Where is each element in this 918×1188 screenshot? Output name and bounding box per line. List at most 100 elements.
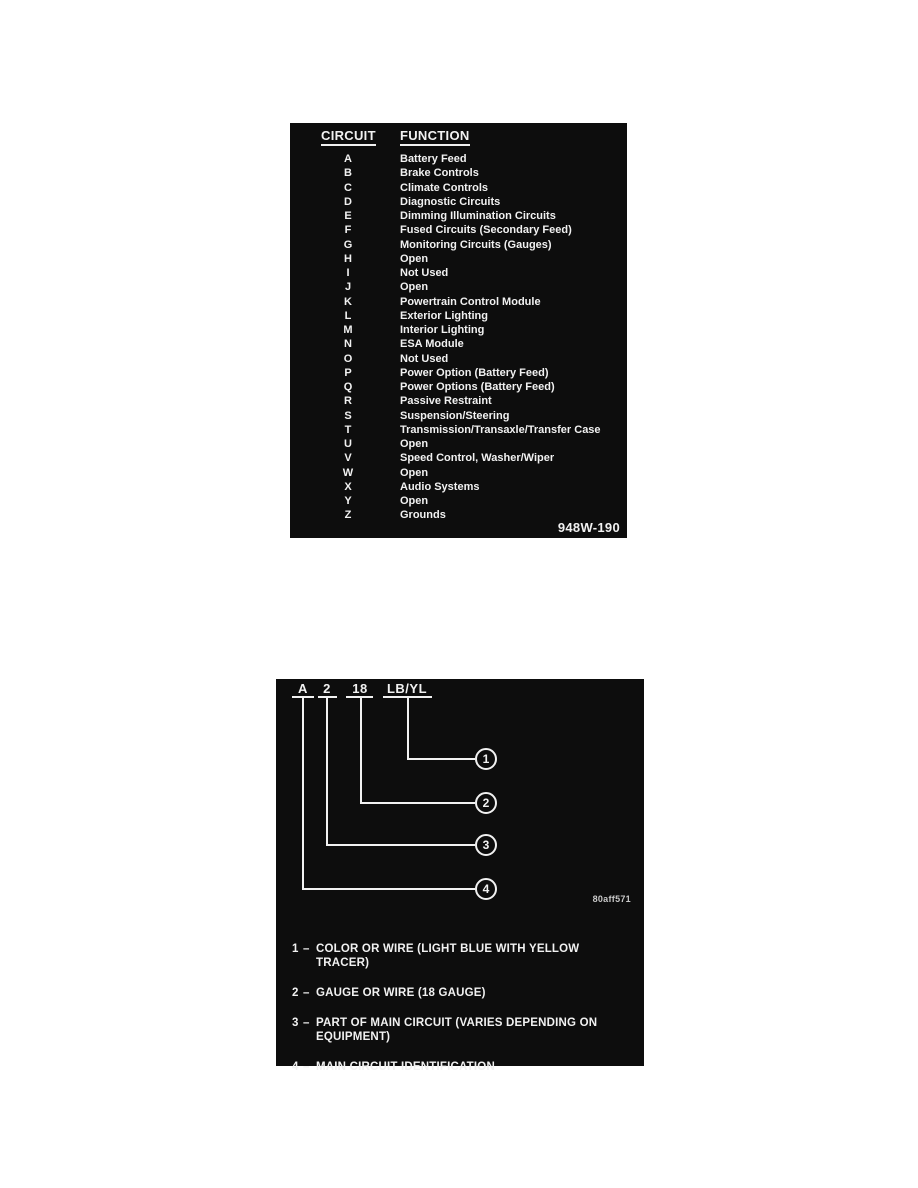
- legend-dash: –: [303, 1061, 310, 1073]
- circuit-letter: D: [344, 195, 352, 208]
- circuit-letter: U: [344, 438, 352, 450]
- circuit-function: Interior Lighting: [400, 324, 485, 336]
- circuit-letter: O: [343, 352, 353, 365]
- circuit-letter: T: [344, 423, 352, 436]
- circuit-letter: K: [344, 295, 352, 308]
- table-row: W Open: [290, 466, 627, 480]
- callout-circle-1: [475, 748, 497, 770]
- table-row: N ESA Module: [290, 337, 627, 351]
- table-row: K Powertrain Control Module: [290, 295, 627, 309]
- circuit-function: Not Used: [400, 267, 449, 279]
- circuit-function: Passive Restraint: [400, 395, 492, 408]
- table-row: U Open: [290, 437, 627, 451]
- circuit-function-table-panel: CIRCUIT FUNCTION A Battery Feed B Brake …: [290, 123, 627, 538]
- circuit-function: Open: [400, 438, 429, 450]
- table-row: S Suspension/Steering: [290, 409, 627, 423]
- callout-number-3: 3: [483, 838, 490, 852]
- legend-text: MAIN CIRCUIT IDENTIFICATION: [316, 1061, 495, 1073]
- diagram-legend: 1 – COLOR OR WIRE (LIGHT BLUE WITH YELLO…: [292, 942, 628, 1090]
- circuit-function: Powertrain Control Module: [400, 295, 541, 308]
- circuit-letter: W: [342, 466, 354, 479]
- callout-circle-4: [475, 878, 497, 900]
- circuit-function: Speed Control, Washer/Wiper: [400, 452, 555, 465]
- circuit-letter: L: [344, 309, 352, 322]
- table-row: R Passive Restraint: [290, 394, 627, 408]
- figure-code-diagram: 80aff571: [592, 894, 631, 904]
- circuit-function: Climate Controls: [400, 181, 489, 194]
- connector-color: [407, 698, 475, 760]
- table-row: A Battery Feed: [290, 152, 627, 166]
- legend-item: 1 – COLOR OR WIRE (LIGHT BLUE WITH YELLO…: [292, 942, 628, 970]
- circuit-function: Brake Controls: [400, 167, 479, 180]
- legend-item: 3 – PART OF MAIN CIRCUIT (VARIES DEPENDI…: [292, 1016, 628, 1044]
- circuit-function: Power Options (Battery Feed): [400, 381, 555, 393]
- legend-text: PART OF MAIN CIRCUIT (VARIES DEPENDING O…: [316, 1017, 598, 1043]
- circuit-function: Grounds: [400, 509, 446, 522]
- circuit-column-header: CIRCUIT: [321, 128, 376, 146]
- legend-number: 2: [292, 987, 299, 999]
- callout-circle-3: [475, 834, 497, 856]
- circuit-letter: B: [344, 167, 352, 180]
- table-row: J Open: [290, 280, 627, 294]
- legend-dash: –: [303, 1017, 310, 1029]
- circuit-function: Dimming Illumination Circuits: [400, 210, 556, 222]
- circuit-letter: V: [344, 452, 352, 465]
- diagram-callout-lines: 1 2 3 4: [292, 696, 497, 900]
- circuit-function: Power Option (Battery Feed): [400, 366, 549, 379]
- circuit-letter: Y: [344, 495, 352, 507]
- circuit-letter: J: [344, 281, 352, 294]
- circuit-function: Battery Feed: [400, 153, 467, 165]
- circuit-letter: Q: [343, 381, 353, 393]
- callout-number-2: 2: [483, 796, 490, 810]
- table-row: V Speed Control, Washer/Wiper: [290, 451, 627, 465]
- circuit-letter: X: [344, 480, 352, 493]
- circuit-letter: M: [343, 324, 353, 336]
- table-row: L Exterior Lighting: [290, 309, 627, 323]
- circuit-function: Audio Systems: [400, 480, 480, 493]
- table-row: Z Grounds: [290, 508, 627, 522]
- connector-main-circuit: [302, 698, 475, 890]
- circuit-function: ESA Module: [400, 338, 464, 351]
- callout-circle-2: [475, 792, 497, 814]
- table-row: B Brake Controls: [290, 166, 627, 180]
- circuit-function: Open: [400, 495, 429, 507]
- circuit-letter: Z: [344, 509, 352, 522]
- table-row: H Open: [290, 252, 627, 266]
- table-row: O Not Used: [290, 352, 627, 366]
- circuit-letter: P: [344, 366, 352, 379]
- circuit-letter: N: [344, 338, 352, 351]
- circuit-function: Fused Circuits (Secondary Feed): [400, 224, 572, 237]
- circuit-function: Suspension/Steering: [400, 409, 510, 422]
- circuit-letter: E: [344, 210, 352, 222]
- circuit-letter: G: [343, 238, 353, 251]
- legend-number: 4: [292, 1061, 299, 1073]
- table-row: F Fused Circuits (Secondary Feed): [290, 223, 627, 237]
- table-row: C Climate Controls: [290, 181, 627, 195]
- connector-circuit-part: [326, 698, 475, 846]
- table-row: D Diagnostic Circuits: [290, 195, 627, 209]
- circuit-function: Transmission/Transaxle/Transfer Case: [400, 423, 601, 436]
- circuit-letter: H: [344, 252, 352, 265]
- callout-number-1: 1: [483, 752, 490, 766]
- circuit-letter: F: [344, 224, 352, 237]
- circuit-function: Open: [400, 281, 429, 294]
- table-row: X Audio Systems: [290, 480, 627, 494]
- legend-item: 4 – MAIN CIRCUIT IDENTIFICATION: [292, 1060, 628, 1074]
- circuit-function: Monitoring Circuits (Gauges): [400, 238, 552, 251]
- circuit-letter: A: [344, 153, 352, 165]
- table-row: M Interior Lighting: [290, 323, 627, 337]
- legend-number: 3: [292, 1017, 299, 1029]
- wire-code-diagram-panel: A 2 18 LB/YL 1 2 3 4 80aff571 1 – COLOR …: [276, 679, 644, 1073]
- circuit-function: Diagnostic Circuits: [400, 195, 501, 208]
- circuit-function: Exterior Lighting: [400, 309, 488, 322]
- function-column-header: FUNCTION: [400, 128, 470, 146]
- table-row: P Power Option (Battery Feed): [290, 366, 627, 380]
- legend-item: 2 – GAUGE OR WIRE (18 GAUGE): [292, 986, 628, 1000]
- legend-text: GAUGE OR WIRE (18 GAUGE): [316, 987, 486, 999]
- table-row: E Dimming Illumination Circuits: [290, 209, 627, 223]
- circuit-table-rows: A Battery Feed B Brake Controls C Climat…: [290, 152, 627, 523]
- table-row: I Not Used: [290, 266, 627, 280]
- wire-code-part-color: LB/YL: [386, 681, 428, 696]
- circuit-function: Not Used: [400, 352, 449, 365]
